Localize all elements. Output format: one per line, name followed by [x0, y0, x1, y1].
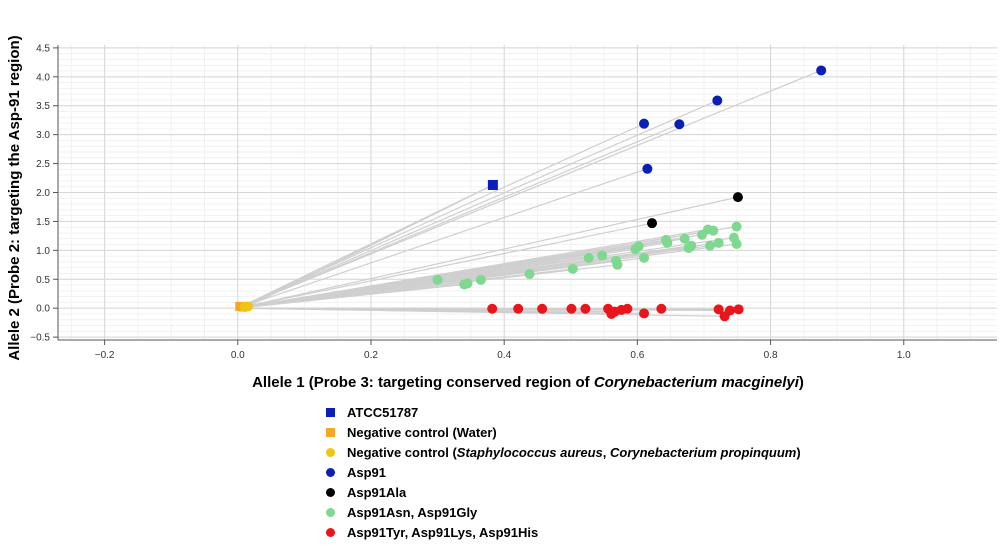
y-tick-label: 4.5	[36, 43, 50, 54]
point-asp91tyr-asp91lys-asp91his	[566, 303, 577, 314]
data-points	[235, 65, 827, 322]
point-asp91asn-asp91gly	[524, 269, 535, 280]
legend-item: Asp91Tyr, Asp91Lys, Asp91His	[326, 522, 801, 542]
point-asp91asn-asp91gly	[662, 237, 673, 248]
point-asp91asn-asp91gly	[731, 221, 742, 232]
trajectory-line	[237, 123, 680, 309]
y-axis-title: Allele 2 (Probe 2: targeting the Asp-91 …	[6, 35, 23, 360]
legend-label: Negative control (Staphylococcus aureus,…	[347, 444, 801, 460]
trajectory-line	[237, 226, 737, 309]
point-asp91tyr-asp91lys-asp91his	[713, 304, 724, 315]
x-tick-label: 0.6	[630, 350, 644, 361]
y-tick-label: 3.0	[36, 130, 50, 141]
y-tick-label: 3.5	[36, 101, 50, 112]
trajectory-line	[237, 243, 737, 309]
trajectory-line	[237, 99, 718, 309]
trajectory-line	[237, 222, 653, 309]
trajectory-line	[244, 184, 494, 309]
y-tick-label: 4.0	[36, 72, 50, 83]
point-asp91tyr-asp91lys-asp91his	[656, 303, 667, 314]
legend-swatch	[326, 407, 335, 417]
point-asp91asn-asp91gly	[432, 274, 443, 285]
point-asp91asn-asp91gly	[475, 274, 486, 285]
point-asp91tyr-asp91lys-asp91his	[733, 304, 744, 315]
axes	[53, 45, 997, 345]
y-tick-label: −0.5	[30, 333, 50, 344]
legend-label: Asp91	[347, 464, 387, 480]
point-asp91asn-asp91gly	[583, 252, 594, 263]
legend-item: Asp91Asn, Asp91Gly	[326, 502, 801, 522]
point-negative-control-staphylococcus-aureus-corynebacterium-propinquum	[242, 301, 253, 312]
trajectory-line	[237, 196, 739, 309]
trajectory-line	[237, 69, 822, 309]
legend-label: ATCC51787	[347, 404, 419, 420]
point-asp91tyr-asp91lys-asp91his	[537, 303, 548, 314]
legend-swatch	[326, 447, 335, 457]
point-asp91asn-asp91gly	[462, 278, 473, 289]
legend-item: Asp91Ala	[326, 482, 801, 502]
point-atcc51787	[487, 179, 498, 190]
x-tick-label: −0.2	[95, 350, 115, 361]
x-tick-labels: −0.2 0.0 0.2 0.4 0.6 0.8 1.0	[95, 350, 911, 361]
point-asp91tyr-asp91lys-asp91his	[513, 303, 524, 314]
point-asp91asn-asp91gly	[597, 250, 608, 261]
trajectory-line	[237, 168, 648, 309]
legend-item: ATCC51787	[326, 402, 801, 422]
y-tick-label: 0.5	[36, 275, 50, 286]
y-tick-labels: −0.5 0.0 0.5 1.0 1.5 2.0 2.5 3.0 3.5 4.0 4.5	[30, 43, 50, 343]
point-asp91asn-asp91gly	[704, 240, 715, 251]
legend-item: Negative control (Water)	[326, 422, 801, 442]
x-tick-label: 0.4	[497, 350, 511, 361]
legend-item: Negative control (Staphylococcus aureus,…	[326, 442, 801, 462]
point-asp91	[642, 163, 653, 174]
y-tick-label: 1.0	[36, 246, 50, 257]
y-tick-label: 2.0	[36, 188, 50, 199]
legend-swatch	[326, 427, 335, 437]
point-asp91ala	[647, 218, 658, 229]
point-asp91asn-asp91gly	[686, 240, 697, 251]
y-tick-label: 0.0	[36, 304, 50, 315]
legend-item: Asp91	[326, 462, 801, 482]
y-tick-label: 1.5	[36, 217, 50, 228]
legend-swatch	[326, 527, 335, 537]
x-axis-title: Allele 1 (Probe 3: targeting conserved r…	[252, 374, 804, 391]
point-asp91ala	[732, 192, 743, 203]
legend-label: Negative control (Water)	[347, 424, 497, 440]
legend-swatch	[326, 487, 335, 497]
point-asp91asn-asp91gly	[633, 241, 644, 252]
legend-label: Asp91Ala	[347, 484, 407, 500]
point-asp91asn-asp91gly	[612, 259, 623, 270]
point-asp91asn-asp91gly	[679, 233, 690, 244]
point-asp91	[639, 118, 650, 129]
x-tick-label: 0.8	[764, 350, 778, 361]
x-tick-label: 1.0	[897, 350, 911, 361]
point-asp91	[712, 95, 723, 106]
point-asp91	[816, 65, 827, 76]
point-asp91asn-asp91gly	[708, 225, 719, 236]
legend-label: Asp91Tyr, Asp91Lys, Asp91His	[347, 524, 539, 540]
chart: −0.2 0.0 0.2 0.4 0.6 0.8 1.0 −0.5 0.0 0.5 1.0 1.5 2…	[6, 35, 997, 391]
point-asp91tyr-asp91lys-asp91his	[622, 303, 633, 314]
trajectory-line	[237, 264, 618, 309]
point-asp91	[674, 119, 685, 130]
x-tick-label: 0.0	[231, 350, 245, 361]
legend-swatch	[326, 507, 335, 517]
trajectory-line	[237, 237, 735, 309]
point-asp91tyr-asp91lys-asp91his	[580, 303, 591, 314]
point-asp91asn-asp91gly	[639, 252, 650, 263]
point-asp91asn-asp91gly	[713, 237, 724, 248]
point-asp91asn-asp91gly	[567, 263, 578, 274]
y-tick-label: 2.5	[36, 159, 50, 170]
point-asp91tyr-asp91lys-asp91his	[487, 303, 498, 314]
point-asp91tyr-asp91lys-asp91his	[724, 305, 735, 316]
major-gridlines	[58, 45, 997, 340]
legend-label: Asp91Asn, Asp91Gly	[347, 504, 478, 520]
legend: ATCC51787 Negative control (Water) Negativ…	[326, 402, 801, 542]
x-tick-label: 0.2	[364, 350, 378, 361]
point-asp91tyr-asp91lys-asp91his	[639, 308, 650, 319]
legend-swatch	[326, 467, 335, 477]
point-asp91asn-asp91gly	[731, 238, 742, 249]
